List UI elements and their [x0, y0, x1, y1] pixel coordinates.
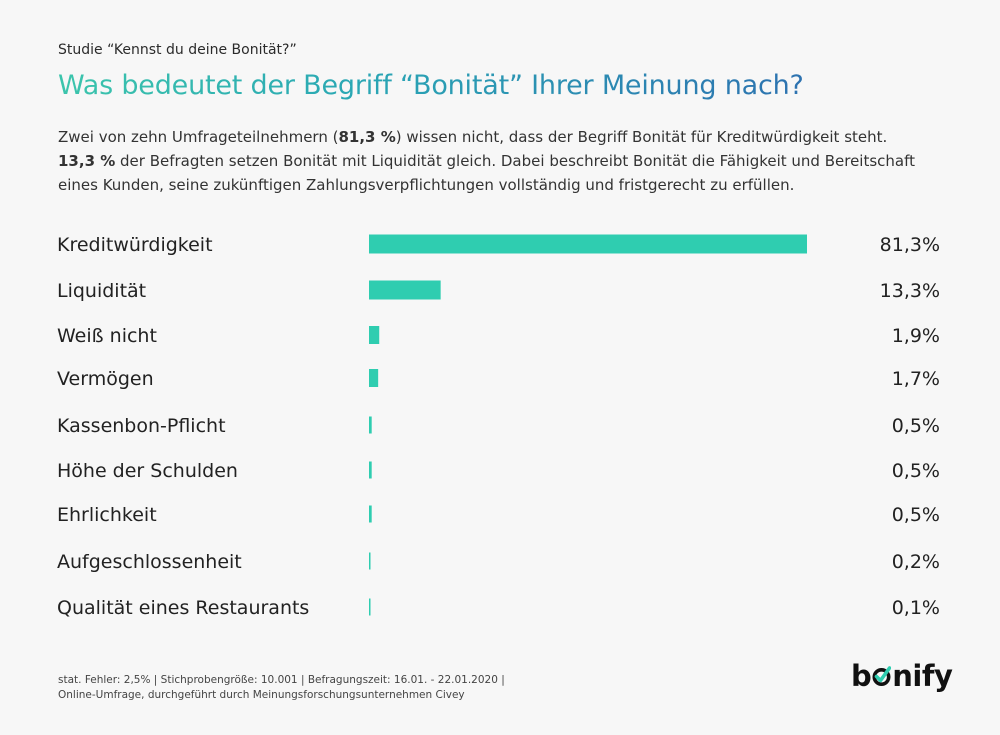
- footer-line-2: Online-Umfrage, durchgeführt durch Meinu…: [58, 689, 465, 701]
- value-label-kreditwurdigkeit: 81,3%: [880, 234, 940, 256]
- bar-vermogen: [369, 369, 379, 387]
- category-label-ehrlichkeit: Ehrlichkeit: [57, 504, 157, 526]
- bar-kreditwurdigkeit: [369, 234, 807, 254]
- bar-kassenbon-pflicht: [369, 416, 372, 434]
- category-label-hohe-der-schulden: Höhe der Schulden: [57, 460, 238, 482]
- intro-text: Zwei von zehn Umfrageteilnehmern (81,3 %…: [58, 125, 948, 197]
- value-label-liquiditat: 13,3%: [880, 280, 940, 302]
- value-label-kassenbon-pflicht: 0,5%: [892, 415, 940, 437]
- bonify-logo: b nify: [851, 659, 953, 693]
- category-label-vermogen: Vermögen: [57, 368, 154, 390]
- footer-note: stat. Fehler: 2,5% | Stichprobengröße: 1…: [58, 673, 505, 703]
- bar-qualitat-eines-restaurants: [369, 598, 371, 616]
- study-kicker: Studie “Kennst du deine Bonität?”: [58, 42, 297, 58]
- intro-p2-bold: 13,3 %: [58, 152, 116, 170]
- bar-ehrlichkeit: [369, 505, 372, 523]
- category-label-aufgeschlossenheit: Aufgeschlossenheit: [57, 551, 242, 573]
- value-label-ehrlichkeit: 0,5%: [892, 504, 940, 526]
- intro-p2-post: der Befragten setzen Bonität mit Liquidi…: [58, 152, 916, 194]
- category-label-qualitat-eines-restaurants: Qualität eines Restaurants: [57, 597, 309, 619]
- bar-hohe-der-schulden: [369, 461, 372, 479]
- value-label-aufgeschlossenheit: 0,2%: [892, 551, 940, 573]
- footer-line-1: stat. Fehler: 2,5% | Stichprobengröße: 1…: [58, 674, 505, 686]
- category-label-kreditwurdigkeit: Kreditwürdigkeit: [57, 234, 213, 256]
- logo-text-post: nify: [892, 659, 953, 693]
- intro-p1-post: ) wissen nicht, dass der Begriff Bonität…: [395, 128, 888, 146]
- value-label-hohe-der-schulden: 0,5%: [892, 460, 940, 482]
- intro-p1-bold: 81,3 %: [338, 128, 396, 146]
- bar-weiss-nicht: [369, 326, 380, 344]
- category-label-liquiditat: Liquidität: [57, 280, 146, 302]
- bar-aufgeschlossenheit: [369, 552, 371, 570]
- intro-p1-pre: Zwei von zehn Umfrageteilnehmern (: [58, 128, 339, 146]
- value-label-weiss-nicht: 1,9%: [892, 325, 940, 347]
- value-label-vermogen: 1,7%: [892, 368, 940, 390]
- logo-check-icon: [872, 662, 892, 686]
- category-label-kassenbon-pflicht: Kassenbon-Pflicht: [57, 415, 226, 437]
- category-label-weiss-nicht: Weiß nicht: [57, 325, 157, 347]
- bar-liquiditat: [369, 280, 441, 300]
- logo-text-pre: b: [851, 659, 872, 693]
- value-label-qualitat-eines-restaurants: 0,1%: [892, 597, 940, 619]
- page-title: Was bedeutet der Begriff “Bonität” Ihrer…: [58, 70, 804, 101]
